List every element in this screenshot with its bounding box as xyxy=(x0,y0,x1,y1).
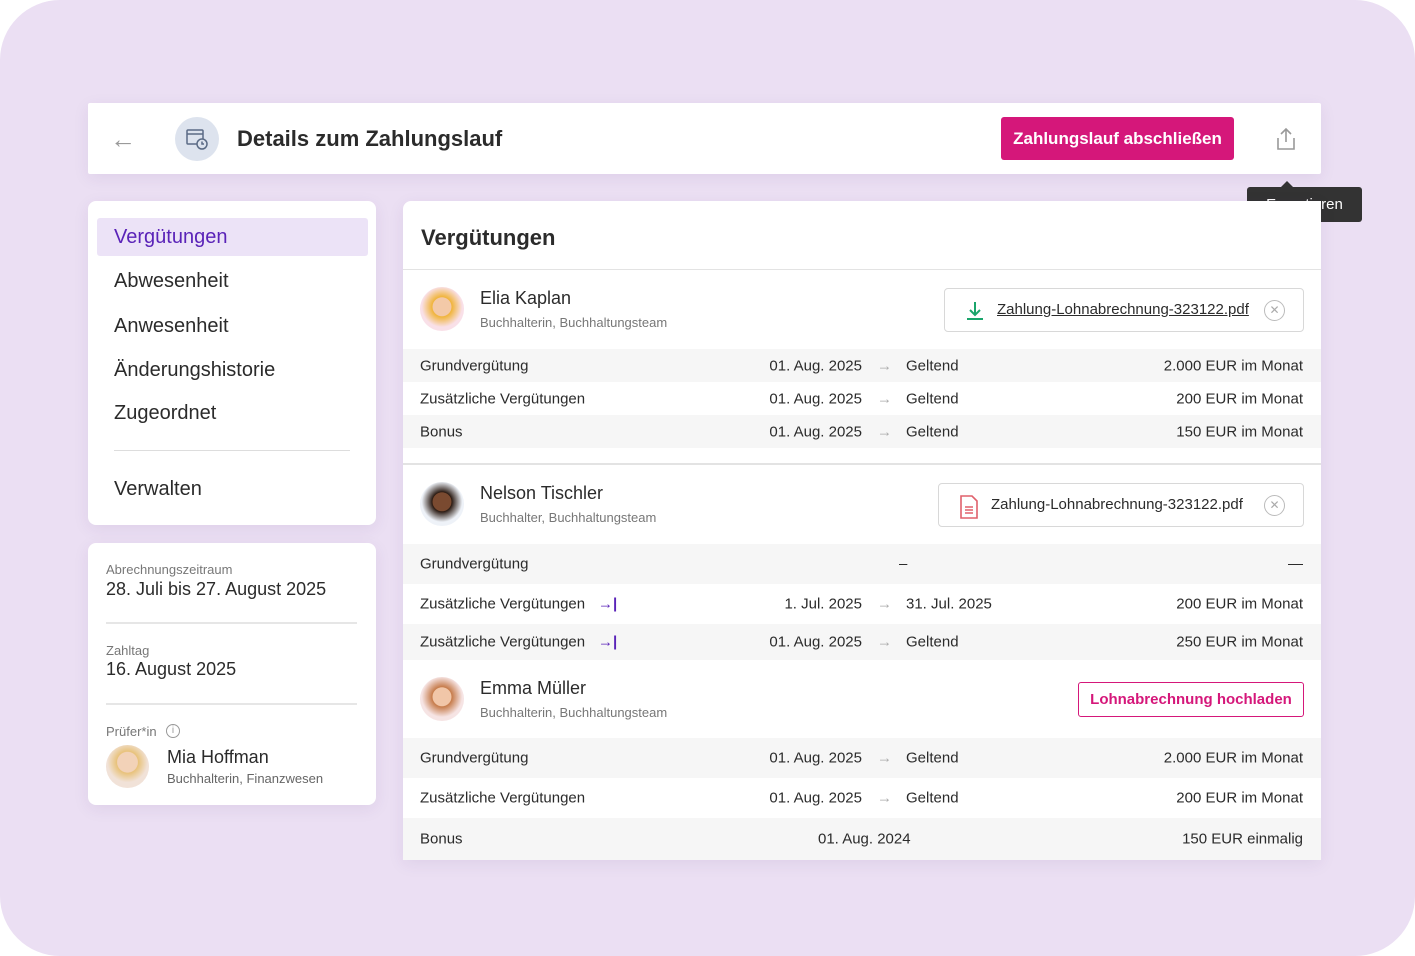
compensation-row: Zusätzliche Vergütungen →| 1. Jul. 2025 → … xyxy=(403,584,1321,624)
employee-name: Emma Müller xyxy=(480,678,587,698)
arrow-right-icon: → xyxy=(877,595,892,613)
payslip-file[interactable]: Zahlung-Lohnabrechnung-323122.pdf ✕ xyxy=(944,288,1304,332)
employee-role: Buchhalter, Buchhaltungsteam xyxy=(480,510,657,525)
payslip-file-link[interactable]: Zahlung-Lohnabrechnung-323122.pdf xyxy=(991,496,1243,513)
end-date: Geltend xyxy=(906,357,959,374)
reviewer-name: Mia Hoffman xyxy=(167,747,269,767)
divider xyxy=(403,269,1321,270)
start-date: – xyxy=(899,555,908,573)
payrun-info-card: Abrechnungszeitraum 28. Juli bis 27. Aug… xyxy=(88,543,376,805)
sidebar-nav: Vergütungen Abwesenheit Anwesenheit Ände… xyxy=(88,201,376,525)
amount: 2.000 EUR im Monat xyxy=(1163,357,1303,374)
compensation-row: Zusätzliche Vergütungen →| 01. Aug. 2025 →… xyxy=(403,624,1321,660)
avatar xyxy=(106,745,149,788)
arrow-right-icon: → xyxy=(877,633,892,651)
avatar xyxy=(420,482,464,526)
calendar-clock-icon xyxy=(175,117,219,161)
arrow-right-icon: → xyxy=(877,789,892,807)
divider xyxy=(114,450,350,451)
pdf-file-icon[interactable] xyxy=(959,495,979,523)
start-date: 01. Aug. 2025 xyxy=(769,633,862,651)
amount: 150 EUR einmalig xyxy=(1182,830,1303,848)
start-date: 1. Jul. 2025 xyxy=(784,595,862,613)
amount: — xyxy=(1288,555,1303,573)
payday-value: 16. August 2025 xyxy=(106,659,237,679)
compensation-row: Bonus 01. Aug. 2025 → Geltend 150 EUR im M… xyxy=(403,415,1321,448)
arrow-right-icon: → xyxy=(877,390,892,407)
divider xyxy=(106,703,357,705)
row-label: Zusätzliche Vergütungen xyxy=(420,595,586,613)
download-icon[interactable] xyxy=(965,300,985,326)
nav-item-verguetungen[interactable]: Vergütungen xyxy=(97,218,368,256)
divider xyxy=(403,463,1321,465)
end-date: Geltend xyxy=(906,633,959,651)
nav-item-zugeordnet[interactable]: Zugeordnet xyxy=(114,402,217,424)
compensation-row: Grundvergütung 01. Aug. 2025 → Geltend 2.0… xyxy=(403,349,1321,382)
start-date: 01. Aug. 2025 xyxy=(769,390,862,407)
start-date: 01. Aug. 2025 xyxy=(769,357,862,374)
period-label: Abrechnungszeitraum xyxy=(106,562,233,577)
amount: 150 EUR im Monat xyxy=(1176,423,1303,440)
avatar xyxy=(420,677,464,721)
payday-label: Zahltag xyxy=(106,643,150,658)
nav-item-verwalten[interactable]: Verwalten xyxy=(114,478,202,500)
amount: 200 EUR im Monat xyxy=(1176,789,1303,807)
nav-item-aenderungshistorie[interactable]: Änderungshistorie xyxy=(114,359,276,381)
compensation-panel: Vergütungen Elia Kaplan Buchhalterin, Bu… xyxy=(403,201,1321,860)
reviewer-role: Buchhalterin, Finanzwesen xyxy=(167,771,324,786)
amount: 200 EUR im Monat xyxy=(1176,595,1303,613)
export-icon[interactable] xyxy=(1274,126,1298,157)
page-title: Details zum Zahlungslauf xyxy=(237,126,503,151)
end-date: Geltend xyxy=(906,390,959,407)
compensation-row: Zusätzliche Vergütungen 01. Aug. 2025 → G… xyxy=(403,778,1321,818)
payslip-file[interactable]: Zahlung-Lohnabrechnung-323122.pdf ✕ xyxy=(938,483,1304,527)
finish-payrun-button[interactable]: Zahlungslauf abschließen xyxy=(1001,117,1234,160)
nav-item-anwesenheit[interactable]: Anwesenheit xyxy=(114,315,229,337)
info-icon[interactable]: i xyxy=(166,724,180,738)
row-label: Zusätzliche Vergütungen xyxy=(420,789,586,807)
compensation-row: Grundvergütung 01. Aug. 2025 → Geltend 2.0… xyxy=(403,738,1321,778)
end-date: Geltend xyxy=(906,789,959,807)
divider xyxy=(106,622,357,624)
back-arrow-icon[interactable]: ← xyxy=(110,124,136,154)
arrow-right-icon: → xyxy=(877,749,892,767)
end-date: 31. Jul. 2025 xyxy=(906,595,992,613)
arrow-to-end-icon: →| xyxy=(598,595,618,613)
compensation-row: Grundvergütung – — xyxy=(403,544,1321,584)
employee-name: Nelson Tischler xyxy=(480,483,604,503)
employee-role: Buchhalterin, Buchhaltungsteam xyxy=(480,705,668,720)
arrow-right-icon: → xyxy=(877,423,892,440)
avatar xyxy=(420,287,464,331)
remove-file-icon[interactable]: ✕ xyxy=(1264,300,1285,321)
row-label: Grundvergütung xyxy=(420,555,529,573)
end-date: Geltend xyxy=(906,423,959,440)
amount: 2.000 EUR im Monat xyxy=(1163,749,1303,767)
period-value: 28. Juli bis 27. August 2025 xyxy=(106,579,327,599)
upload-payslip-button[interactable]: Lohnabrechnung hochladen xyxy=(1078,682,1304,717)
remove-file-icon[interactable]: ✕ xyxy=(1264,495,1285,516)
row-label: Grundvergütung xyxy=(420,749,529,767)
compensation-row: Zusätzliche Vergütungen 01. Aug. 2025 → G… xyxy=(403,382,1321,415)
amount: 250 EUR im Monat xyxy=(1176,633,1303,651)
row-label: Zusätzliche Vergütungen xyxy=(420,633,586,651)
employee-role: Buchhalterin, Buchhaltungsteam xyxy=(480,315,668,330)
reviewer-label: Prüfer*in xyxy=(106,724,157,739)
arrow-right-icon: → xyxy=(877,357,892,374)
row-label: Zusätzliche Vergütungen xyxy=(420,390,586,407)
start-date: 01. Aug. 2025 xyxy=(769,789,862,807)
compensation-row: Bonus 01. Aug. 2024 150 EUR einmalig xyxy=(403,818,1321,860)
start-date: 01. Aug. 2025 xyxy=(769,749,862,767)
amount: 200 EUR im Monat xyxy=(1176,390,1303,407)
arrow-to-end-icon: →| xyxy=(598,633,618,651)
row-label: Bonus xyxy=(420,830,463,848)
employee-name: Elia Kaplan xyxy=(480,288,572,308)
start-date: 01. Aug. 2024 xyxy=(818,830,911,848)
row-label: Bonus xyxy=(420,423,463,440)
start-date: 01. Aug. 2025 xyxy=(769,423,862,440)
end-date: Geltend xyxy=(906,749,959,767)
nav-item-abwesenheit[interactable]: Abwesenheit xyxy=(114,270,229,292)
payslip-file-link[interactable]: Zahlung-Lohnabrechnung-323122.pdf xyxy=(997,301,1249,318)
row-label: Grundvergütung xyxy=(420,357,529,374)
section-title: Vergütungen xyxy=(421,225,556,250)
